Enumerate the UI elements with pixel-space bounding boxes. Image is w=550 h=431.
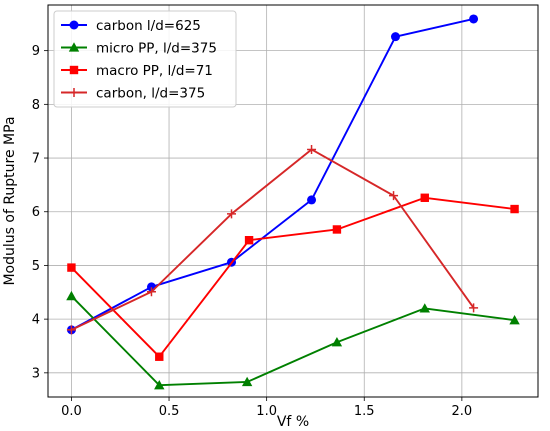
x-tick-label: 0.0 — [61, 404, 82, 419]
legend: carbon l/d=625 micro PP, l/d=375 macro PP,… — [53, 10, 237, 108]
series-4 — [66, 144, 479, 335]
data-point — [389, 191, 399, 201]
data-point — [390, 32, 400, 42]
legend-label: macro PP, l/d=71 — [96, 63, 213, 79]
legend-label: micro PP, l/d=375 — [96, 41, 217, 57]
data-point — [67, 263, 76, 272]
data-point — [509, 315, 520, 325]
series-line — [70, 18, 474, 331]
legend-item: macro PP, l/d=71 — [61, 63, 213, 79]
series-2 — [66, 290, 520, 390]
legend-item: carbon l/d=625 — [61, 18, 201, 34]
data-point — [241, 376, 253, 387]
data-point — [227, 209, 237, 219]
x-tick-label: 1.5 — [354, 404, 375, 419]
data-point — [66, 290, 77, 301]
series-line — [70, 295, 515, 387]
legend-marker — [68, 42, 80, 52]
legend-label: carbon, l/d=375 — [96, 86, 205, 102]
y-tick-label: 9 — [32, 44, 40, 59]
data-point — [155, 352, 164, 361]
series-1 — [66, 14, 479, 335]
series-3 — [67, 193, 519, 361]
legend-marker — [69, 20, 79, 30]
data-point — [469, 14, 479, 24]
data-point — [244, 236, 254, 245]
data-point — [332, 225, 342, 234]
data-point — [331, 337, 343, 347]
plot-frame — [47, 4, 539, 398]
y-axis-label: Modulus of Rupture MPa — [2, 116, 18, 285]
y-tick-label: 5 — [32, 259, 40, 274]
y-tick-label: 8 — [32, 98, 40, 113]
data-point — [154, 379, 165, 390]
grid — [48, 5, 538, 397]
x-tick-label: 2.0 — [452, 404, 473, 419]
legend-item: carbon, l/d=375 — [61, 86, 205, 102]
data-point — [307, 195, 317, 205]
x-tick-label: 1.0 — [256, 404, 277, 419]
series-line — [71, 148, 475, 331]
data-point — [66, 325, 76, 335]
data-point — [510, 204, 519, 214]
legend-item: micro PP, l/d=375 — [61, 41, 217, 57]
legend-marker — [69, 65, 79, 75]
y-tick-label: 4 — [32, 313, 40, 328]
y-tick-label: 6 — [32, 205, 40, 220]
data-point — [307, 144, 317, 154]
data-point — [469, 303, 479, 313]
data-point — [419, 303, 430, 313]
data-point — [146, 287, 156, 297]
ticks: 0.0 0.5 1.0 1.5 2.0 3 4 5 6 7 8 9 — [32, 44, 472, 419]
y-tick-label: 7 — [32, 152, 40, 167]
legend-label: carbon l/d=625 — [96, 18, 201, 34]
series-layer — [66, 14, 520, 390]
series-line — [70, 196, 515, 358]
data-point — [420, 193, 429, 202]
x-tick-label: 0.5 — [159, 404, 180, 419]
legend-box — [53, 10, 237, 108]
y-tick-label: 3 — [32, 366, 40, 381]
x-axis-label: Vf % — [277, 414, 309, 430]
legend-marker — [69, 88, 79, 97]
